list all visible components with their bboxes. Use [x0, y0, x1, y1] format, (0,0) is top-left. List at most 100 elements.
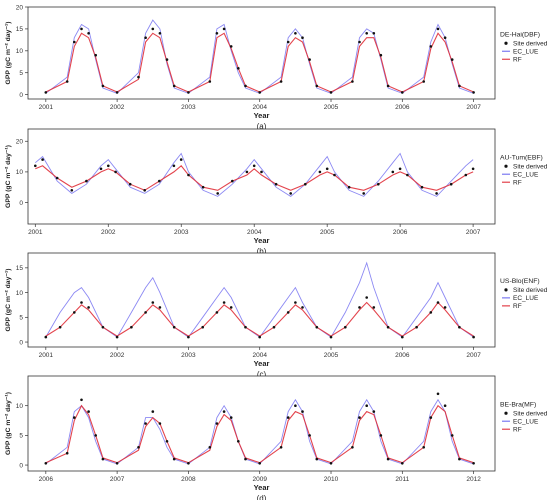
data-point [379, 434, 383, 437]
data-point [208, 446, 212, 449]
x-tick-label: 2004 [252, 352, 267, 359]
y-tick-label: 0 [19, 462, 23, 469]
x-tick-label: 2010 [324, 476, 339, 483]
data-point [398, 167, 402, 171]
legend-entry: EC_LUE [513, 295, 539, 302]
data-point [372, 32, 376, 35]
data-point [286, 311, 290, 314]
data-point [325, 167, 329, 171]
plot-frame [27, 6, 496, 100]
x-tick-label: 2009 [252, 476, 267, 483]
data-point [58, 325, 62, 329]
series-group [34, 152, 475, 197]
x-tick-label: 2005 [324, 352, 339, 359]
data-point [99, 167, 103, 171]
data-point [179, 158, 183, 161]
data-point [315, 84, 319, 88]
data-point [216, 192, 219, 195]
data-point [258, 462, 262, 465]
data-point [101, 84, 105, 88]
x-tick-label: 2007 [466, 104, 481, 111]
legend-point-key [504, 288, 508, 292]
data-point [429, 311, 433, 314]
x-tick-label: 2006 [395, 352, 410, 359]
data-point [44, 335, 48, 339]
data-point [101, 457, 105, 461]
data-point [422, 446, 426, 449]
data-point [358, 40, 361, 44]
data-point [222, 27, 226, 31]
data-point [187, 91, 190, 94]
data-point [208, 80, 212, 83]
data-point [215, 32, 219, 35]
data-point [386, 325, 390, 329]
panel-3: 2006 2007 2008 2009 2010 2011 2012 0 5 10 Year GPP … [5, 375, 548, 500]
data-point [87, 32, 90, 35]
legend-entry: Site derived [513, 410, 548, 417]
data-point [450, 434, 454, 437]
data-point [244, 84, 247, 88]
data-point [151, 301, 155, 304]
panel-caption: (b) [257, 247, 267, 256]
data-point [215, 311, 219, 314]
data-point [229, 416, 233, 419]
legend-entry: RF [513, 303, 522, 310]
data-point [80, 301, 83, 304]
data-point [158, 32, 162, 35]
y-tick-label: 10 [16, 403, 24, 410]
legend-entry: RF [513, 179, 522, 186]
y-tick-label: 0 [19, 92, 23, 99]
data-point [87, 306, 90, 309]
y-tick-label: 5 [19, 315, 23, 322]
x-tick-label: 2001 [39, 104, 54, 111]
data-point [101, 325, 105, 329]
data-point [386, 457, 390, 461]
data-point [85, 179, 88, 183]
data-point [65, 451, 69, 455]
data-point [289, 192, 293, 195]
data-point [244, 325, 247, 329]
panel-caption: (a) [257, 122, 267, 131]
data-point [55, 176, 59, 180]
data-point [329, 335, 333, 339]
y-tick-label: 10 [16, 169, 24, 176]
x-tick-label: 2002 [110, 352, 125, 359]
data-point [44, 462, 48, 465]
data-point [41, 158, 44, 161]
data-point [229, 306, 233, 309]
data-point [172, 84, 176, 88]
data-point [436, 301, 440, 304]
data-point [187, 462, 190, 465]
data-point [137, 75, 140, 79]
data-point [301, 306, 304, 309]
data-point [471, 167, 475, 171]
data-point [294, 404, 297, 408]
data-point [222, 301, 226, 304]
data-point [114, 170, 117, 174]
data-point [187, 173, 190, 177]
plot-frame [27, 252, 496, 348]
data-point [73, 416, 76, 419]
data-point [362, 192, 366, 195]
series-group [44, 392, 475, 465]
data-point [158, 179, 161, 183]
y-tick-label: 15 [16, 26, 24, 33]
legend-point-key [504, 41, 508, 45]
data-point [44, 91, 48, 94]
data-point [115, 462, 119, 465]
series-group [44, 19, 475, 94]
plot-frame [27, 128, 496, 225]
x-tick-label: 2003 [181, 104, 196, 111]
data-point [472, 91, 475, 94]
data-point [187, 335, 190, 339]
data-point [244, 457, 247, 461]
data-point [80, 398, 83, 402]
data-point [258, 91, 262, 94]
data-point [301, 410, 304, 413]
legend-entry: Site derived [513, 287, 548, 294]
data-point [294, 301, 297, 304]
data-point [406, 173, 409, 177]
data-point [435, 192, 438, 195]
data-point [450, 58, 454, 61]
data-point [144, 422, 147, 425]
